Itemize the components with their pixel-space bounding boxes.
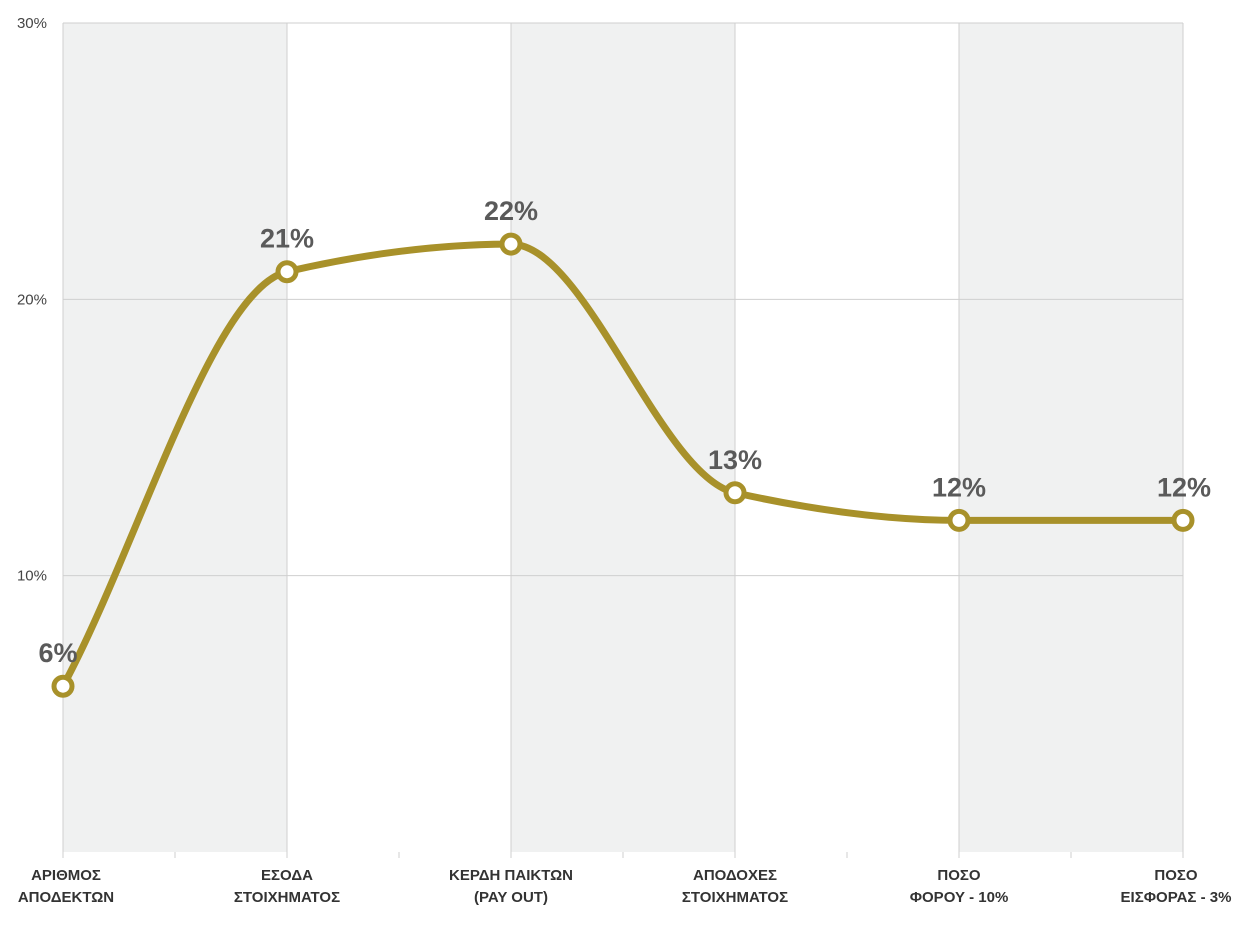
band-3 — [511, 23, 735, 852]
background-bands — [63, 23, 1183, 852]
x-category-label: ΑΠΟΔΕΚΤΩΝ — [18, 889, 114, 906]
data-label-1: 6% — [38, 638, 77, 668]
y-tick-label: 10% — [17, 568, 47, 585]
data-point-6 — [1171, 508, 1195, 532]
data-label-3: 22% — [484, 196, 538, 226]
x-axis-ticks — [174, 852, 1072, 858]
data-point-3 — [499, 232, 523, 256]
data-labels: 6% 21% 22% 13% 12% 12% — [38, 196, 1211, 668]
x-category-label: ΣΤΟΙΧΗΜΑΤΟΣ — [234, 889, 340, 906]
x-category-label: ΕΙΣΦΟΡΑΣ - 3% — [1121, 889, 1232, 906]
x-category-label: ΕΣΟΔΑ — [261, 867, 313, 884]
x-category-label: ΠΟΣΟ — [1154, 867, 1198, 884]
x-axis-labels: ΑΡΙΘΜΟΣ ΑΠΟΔΕΚΤΩΝ ΕΣΟΔΑ ΣΤΟΙΧΗΜΑΤΟΣ ΚΕΡΔΗ ΠΑ… — [18, 867, 1232, 906]
x-category-label: ΣΤΟΙΧΗΜΑΤΟΣ — [682, 889, 788, 906]
data-points — [51, 232, 1195, 698]
data-label-2: 21% — [260, 224, 314, 254]
band-5 — [959, 23, 1183, 852]
data-point-5 — [947, 508, 971, 532]
data-point-4 — [723, 481, 747, 505]
y-tick-label: 20% — [17, 291, 47, 308]
data-label-4: 13% — [708, 445, 762, 475]
x-category-label: ΠΟΣΟ — [937, 867, 981, 884]
data-label-6: 12% — [1157, 472, 1211, 502]
x-category-label: ΚΕΡΔΗ ΠΑΙΚΤΩΝ — [449, 867, 573, 884]
y-tick-label: 30% — [17, 15, 47, 32]
data-label-5: 12% — [932, 472, 986, 502]
data-point-1 — [51, 674, 75, 698]
data-point-2 — [275, 260, 299, 284]
x-category-label: (PAY OUT) — [474, 889, 548, 906]
y-axis-ticks: 10% 20% 30% — [17, 15, 47, 585]
x-category-label: ΑΠΟΔΟΧΕΣ — [693, 867, 777, 884]
x-category-label: ΦΟΡΟΥ - 10% — [910, 889, 1009, 906]
x-category-label: ΑΡΙΘΜΟΣ — [31, 867, 101, 884]
